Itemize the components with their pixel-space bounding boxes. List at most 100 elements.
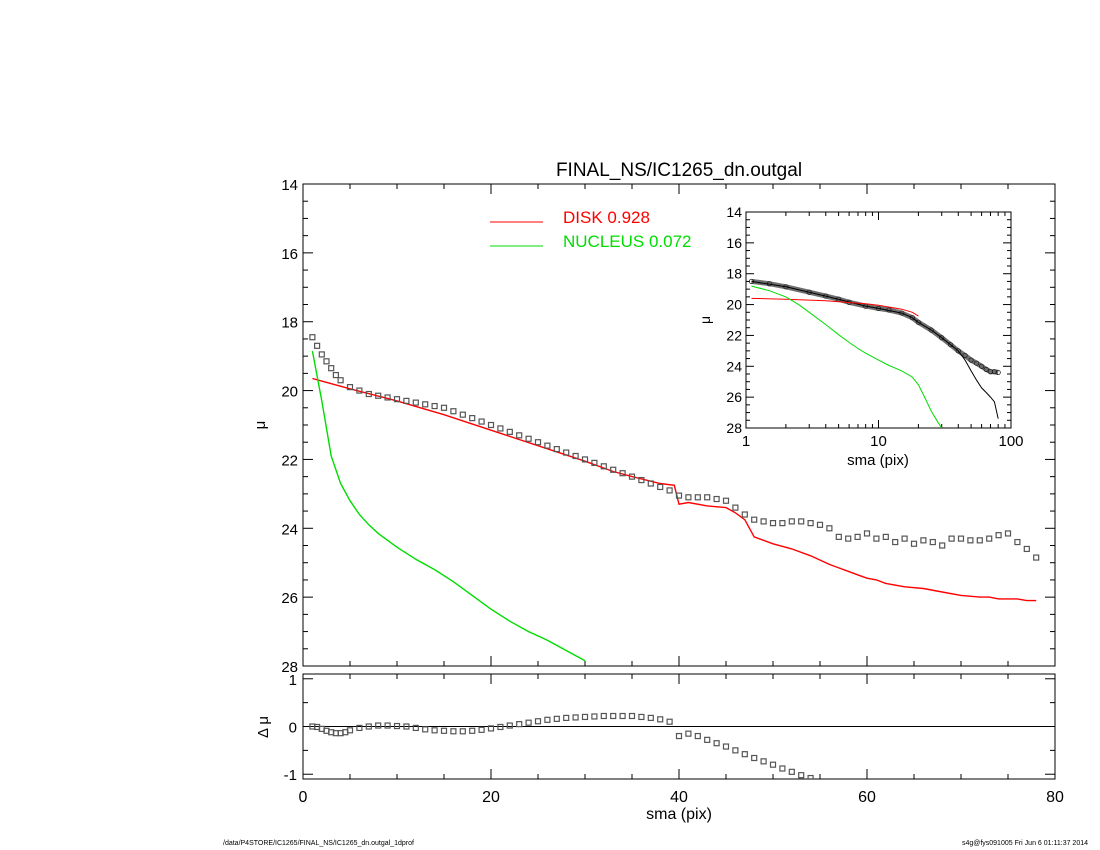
residual-point [487, 725, 495, 732]
data-point [525, 435, 532, 442]
data-point [901, 535, 908, 542]
data-point [544, 442, 551, 449]
residual-plot-area [309, 712, 814, 779]
data-point [516, 432, 523, 439]
data-point [807, 520, 814, 527]
main-plot-area [309, 334, 1040, 662]
residual-point [440, 727, 448, 734]
x-axis-label: sma (pix) [646, 806, 712, 823]
series-line-disk [312, 377, 1037, 602]
inset-data-point [987, 369, 994, 375]
legend-label-disk: DISK 0.928 [563, 208, 650, 227]
inset-data-point [973, 360, 980, 366]
residual-point [647, 714, 654, 722]
data-point [685, 494, 692, 501]
residual-point [694, 732, 701, 740]
inset-data-point [983, 366, 989, 372]
residual-point [544, 716, 551, 723]
y-axis-label: μ [252, 421, 269, 430]
main-plot: 14 16 18 20 22 24 26 28 μ DISK 0.928 NUCLEUS 0.072 [252, 177, 1056, 676]
data-point [798, 518, 805, 525]
data-point [694, 494, 701, 501]
y-tick-label: 28 [281, 659, 298, 676]
residual-point [356, 724, 363, 732]
data-point [393, 396, 401, 403]
residual-point [798, 772, 805, 779]
x-tick-label: 100 [998, 433, 1023, 450]
residual-point [431, 727, 438, 734]
data-point [835, 533, 842, 540]
data-point [314, 342, 321, 349]
data-point [497, 425, 504, 432]
x-tick-label: 60 [858, 789, 876, 806]
data-point [469, 415, 476, 422]
residual-point [722, 743, 730, 750]
data-point [722, 497, 730, 504]
residual-point [760, 758, 767, 765]
data-point [628, 473, 636, 480]
data-point [459, 411, 466, 418]
y-tick-label: 22 [281, 452, 298, 469]
residual-point [807, 774, 814, 779]
residual-point [638, 713, 645, 721]
data-point [600, 463, 607, 470]
x-tick-label: 0 [299, 789, 308, 806]
data-point [657, 483, 664, 491]
data-point [450, 408, 457, 415]
data-point [323, 358, 330, 365]
inset-data-point [962, 352, 968, 359]
residual-point [572, 714, 579, 721]
data-point [995, 532, 1002, 539]
y-tick-label: 26 [281, 590, 298, 607]
data-point [332, 371, 339, 379]
inset-line-nucleus [751, 285, 943, 428]
residual-point [713, 740, 720, 747]
data-point [619, 470, 626, 477]
data-point [356, 387, 363, 394]
residual-point [384, 722, 391, 729]
data-point [675, 492, 683, 499]
y-tick-label: 14 [726, 204, 742, 220]
residual-point [619, 712, 626, 720]
y-tick-label: -1 [284, 767, 297, 784]
residual-point [393, 722, 401, 730]
data-point [910, 540, 918, 547]
series-line-nucleus [311, 350, 586, 662]
inset-plot: 14 16 18 20 22 24 26 281 10 100 sma (pix) μ [697, 204, 1024, 469]
x-tick-label: 1 [742, 433, 750, 450]
data-point [375, 392, 382, 399]
data-point [967, 537, 974, 544]
data-point [986, 535, 993, 542]
residual-point [412, 724, 419, 732]
data-point [704, 494, 711, 501]
residual-point [628, 712, 636, 720]
residual-point [704, 736, 711, 743]
y-tick-label: 26 [726, 389, 742, 405]
data-point [1014, 538, 1021, 546]
data-point [1033, 554, 1040, 561]
y-tick-label: 20 [726, 297, 742, 313]
y-tick-label: 22 [726, 327, 742, 343]
footer-timestamp: s4g@fys091005 Fri Jun 6 01:11:37 2014 [961, 840, 1088, 847]
data-point [309, 334, 316, 341]
residual-point [600, 712, 607, 720]
data-point [403, 397, 410, 404]
data-point [826, 525, 833, 532]
residual-point [534, 718, 542, 725]
residual-point [779, 765, 786, 772]
data-point [939, 542, 946, 549]
data-point [816, 521, 824, 528]
data-point [506, 428, 513, 435]
residual-point [403, 723, 410, 730]
y-tick-label: 16 [281, 246, 298, 263]
inset-plot-area [748, 278, 1001, 428]
residual-point [732, 747, 739, 754]
data-point [1004, 530, 1012, 537]
data-point [892, 538, 899, 546]
data-point [563, 449, 570, 456]
y-tick-label: 18 [726, 266, 742, 282]
data-point [976, 537, 983, 544]
legend: DISK 0.928 NUCLEUS 0.072 [490, 208, 692, 251]
data-point [732, 504, 739, 511]
residual-point [422, 726, 429, 733]
